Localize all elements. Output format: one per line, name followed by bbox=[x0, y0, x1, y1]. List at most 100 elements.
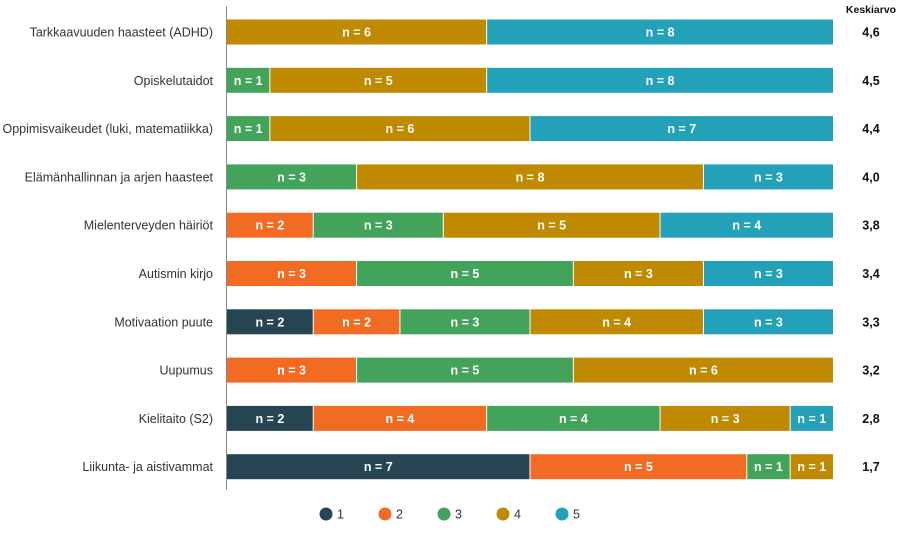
category-label: Kielitaito (S2) bbox=[139, 412, 213, 426]
category-label: Elämänhallinnan ja arjen haasteet bbox=[25, 170, 214, 184]
data-label: n = 3 bbox=[277, 170, 306, 184]
bar-row: Liikunta- ja aistivammat n = 7 n = 5 n = 1 n… bbox=[82, 454, 880, 480]
legend-item: 4 bbox=[496, 507, 521, 522]
legend-marker bbox=[555, 507, 569, 521]
bar-segment bbox=[703, 164, 833, 190]
legend-marker bbox=[378, 507, 392, 521]
average-value: 4,6 bbox=[862, 26, 879, 40]
legend-marker bbox=[437, 507, 451, 521]
average-value: 4,0 bbox=[862, 170, 879, 184]
data-label: n = 3 bbox=[451, 315, 480, 329]
data-label: n = 2 bbox=[255, 412, 284, 426]
bar-segment bbox=[357, 164, 703, 190]
data-label: n = 3 bbox=[624, 267, 653, 281]
bar-segment bbox=[530, 116, 833, 142]
bar-row: Autismin kirjo n = 3 n = 5 n = 3 n = 3 3,4 bbox=[139, 261, 880, 286]
bar-segment bbox=[573, 261, 703, 286]
bar-row: Motivaation puute n = 2 n = 2 n = 3 n = 4 n =… bbox=[114, 309, 880, 335]
bar-segment bbox=[660, 405, 790, 431]
data-label: n = 4 bbox=[602, 315, 631, 329]
chart-rows: Tarkkaavuuden haasteet (ADHD) n = 6 n = 8 4… bbox=[3, 19, 880, 480]
average-value: 3,4 bbox=[862, 267, 879, 281]
average-value: 4,5 bbox=[862, 74, 879, 88]
bar-segment bbox=[227, 405, 313, 431]
legend-label: 5 bbox=[573, 508, 580, 522]
bar-segment bbox=[660, 212, 833, 238]
average-value: 1,7 bbox=[862, 460, 879, 474]
bar-segment bbox=[487, 67, 833, 93]
category-label: Opiskelutaidot bbox=[134, 74, 214, 88]
bar-segment bbox=[530, 454, 747, 480]
legend-label: 1 bbox=[337, 508, 344, 522]
bar-segment bbox=[703, 309, 833, 335]
data-label: n = 2 bbox=[342, 315, 371, 329]
bar-row: Kielitaito (S2) n = 2 n = 4 n = 4 n = 3 n = 1… bbox=[139, 405, 880, 431]
category-label: Tarkkaavuuden haasteet (ADHD) bbox=[30, 26, 213, 40]
data-label: n = 8 bbox=[646, 26, 675, 40]
average-value: 4,4 bbox=[862, 122, 879, 136]
data-label: n = 4 bbox=[732, 219, 761, 233]
data-label: n = 4 bbox=[559, 412, 588, 426]
average-value: 3,3 bbox=[862, 315, 879, 329]
data-label: n = 1 bbox=[797, 412, 826, 426]
data-label: n = 5 bbox=[451, 364, 480, 378]
bar-segment bbox=[227, 212, 313, 238]
data-label: n = 3 bbox=[364, 219, 393, 233]
bar-segment bbox=[487, 405, 660, 431]
legend-marker bbox=[319, 507, 333, 521]
bar-segment bbox=[313, 309, 400, 335]
bar-segment bbox=[227, 164, 357, 190]
data-label: n = 5 bbox=[537, 219, 566, 233]
bar-segment bbox=[270, 116, 530, 142]
data-label: n = 8 bbox=[646, 74, 675, 88]
data-label: n = 3 bbox=[277, 364, 306, 378]
bar-row: Oppimisvaikeudet (luki, matematiikka) n =… bbox=[3, 116, 880, 142]
bar-segment bbox=[357, 357, 573, 383]
bar-row: Opiskelutaidot n = 1 n = 5 n = 8 4,5 bbox=[134, 67, 880, 93]
legend-marker bbox=[496, 507, 510, 521]
data-label: n = 3 bbox=[754, 170, 783, 184]
category-label: Autismin kirjo bbox=[139, 267, 213, 281]
data-label: n = 5 bbox=[624, 460, 653, 474]
bar-segment bbox=[747, 454, 790, 480]
data-label: n = 7 bbox=[364, 460, 393, 474]
legend-item: 1 bbox=[319, 507, 344, 522]
bar-segment bbox=[227, 116, 270, 142]
legend-item: 2 bbox=[378, 507, 403, 522]
bar-segment bbox=[790, 405, 833, 431]
bar-segment bbox=[227, 357, 357, 383]
bar-segment bbox=[313, 212, 443, 238]
data-label: n = 8 bbox=[516, 170, 545, 184]
average-value: 2,8 bbox=[862, 412, 879, 426]
data-label: n = 7 bbox=[667, 122, 696, 136]
legend-label: 4 bbox=[514, 508, 521, 522]
category-label: Mielenterveyden häiriöt bbox=[84, 219, 214, 233]
average-column-header: Keskiarvo bbox=[846, 4, 896, 16]
bar-segment bbox=[270, 67, 487, 93]
data-label: n = 1 bbox=[234, 122, 263, 136]
data-label: n = 6 bbox=[342, 26, 371, 40]
bar-segment bbox=[227, 67, 270, 93]
bar-segment bbox=[227, 454, 530, 480]
data-label: n = 3 bbox=[754, 267, 783, 281]
bar-segment bbox=[227, 261, 357, 286]
bar-segment bbox=[400, 309, 530, 335]
data-label: n = 3 bbox=[754, 315, 783, 329]
bar-row: Mielenterveyden häiriöt n = 2 n = 3 n = 5 n … bbox=[84, 212, 880, 238]
legend-label: 3 bbox=[455, 508, 462, 522]
category-label: Liikunta- ja aistivammat bbox=[82, 460, 213, 474]
bar-segment bbox=[357, 261, 573, 286]
data-label: n = 3 bbox=[711, 412, 740, 426]
legend-label: 2 bbox=[396, 508, 403, 522]
data-label: n = 5 bbox=[451, 267, 480, 281]
bar-row: Uupumus n = 3 n = 5 n = 6 3,2 bbox=[160, 357, 880, 383]
legend-item: 3 bbox=[437, 507, 462, 522]
data-label: n = 1 bbox=[797, 460, 826, 474]
data-label: n = 4 bbox=[386, 412, 415, 426]
bar-segment bbox=[227, 309, 313, 335]
category-label: Motivaation puute bbox=[114, 315, 213, 329]
data-label: n = 5 bbox=[364, 74, 393, 88]
data-label: n = 1 bbox=[234, 74, 263, 88]
bar-segment bbox=[313, 405, 487, 431]
